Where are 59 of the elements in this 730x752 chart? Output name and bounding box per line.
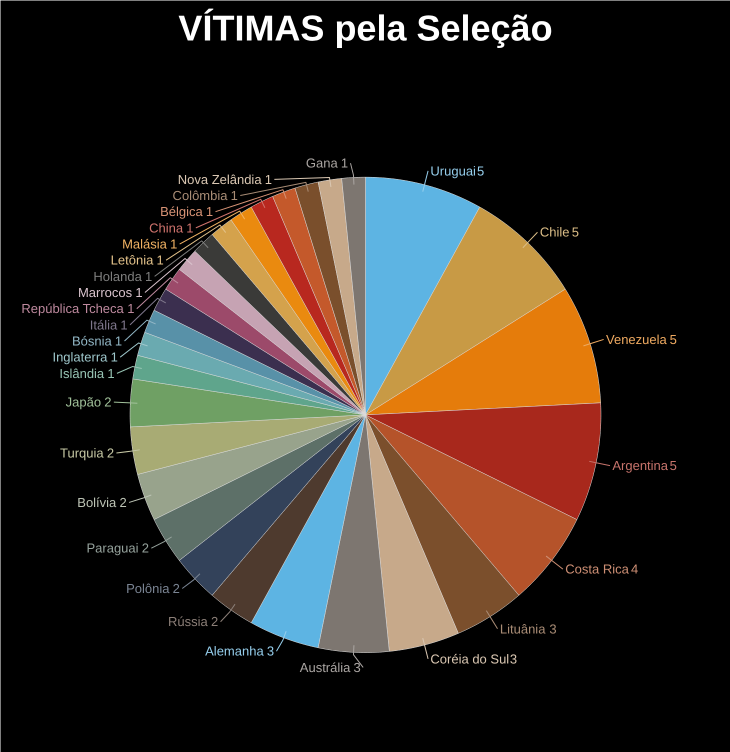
slice-label: Islândia <box>59 366 105 381</box>
slice-label: Uruguai <box>430 163 476 178</box>
slice-label: Polônia <box>126 581 170 596</box>
data-label: 1 <box>264 172 272 187</box>
slice-label: Argentina <box>612 458 669 474</box>
data-label: 2 <box>210 614 218 630</box>
slice-label: Lituânia <box>500 621 546 636</box>
data-label: 4 <box>630 562 638 577</box>
slice-label: República Tcheca <box>21 301 125 316</box>
data-label: 1 <box>120 317 128 332</box>
data-label: 1 <box>340 156 348 171</box>
data-label: 5 <box>572 224 579 240</box>
slice-label: Coréia do Sul <box>430 651 510 666</box>
slice-label: Austrália <box>300 660 352 675</box>
slice-label: Inglaterra <box>52 350 108 365</box>
slice-label: Bélgica <box>160 204 204 220</box>
data-label: 2 <box>172 581 180 596</box>
data-label: 5 <box>670 458 677 474</box>
data-label: 1 <box>206 204 214 220</box>
chart-title: VÍTIMAS pela Seleção <box>178 8 553 48</box>
data-label: 5 <box>476 163 484 178</box>
slice-label: Japão <box>66 394 102 410</box>
slice-label: Chile <box>540 224 570 240</box>
slice-label: Marrocos <box>78 285 133 300</box>
slice-label: Alemanha <box>205 644 264 659</box>
slice-label: Letônia <box>110 252 154 268</box>
data-label: 2 <box>106 446 114 461</box>
data-label: 1 <box>186 220 194 236</box>
data-label: 3 <box>266 644 274 659</box>
slice-label: Paraguai <box>86 540 139 556</box>
data-label: 3 <box>549 621 557 636</box>
slice-label: Nova Zelândia <box>178 172 262 187</box>
data-label: 1 <box>114 334 122 349</box>
slice-label: Venezuela <box>606 332 668 347</box>
slice-label: Holanda <box>93 268 143 284</box>
data-label: 2 <box>119 494 127 510</box>
slice-label: Turquia <box>60 446 104 461</box>
data-label: 5 <box>670 332 677 347</box>
data-label: 1 <box>230 188 238 204</box>
data-label: 1 <box>127 301 134 316</box>
data-label: 1 <box>170 236 178 252</box>
slice-label: China <box>149 220 184 236</box>
slice-label: Bósnia <box>72 334 112 349</box>
data-label: 1 <box>135 285 143 300</box>
data-label: 3 <box>354 660 361 675</box>
data-label: 1 <box>145 268 152 284</box>
data-label: 2 <box>142 540 149 556</box>
slice-label: Costa Rica <box>565 562 630 577</box>
slice-label: Colômbia <box>172 188 228 204</box>
slice-label: Itália <box>90 317 118 332</box>
data-label: 1 <box>110 350 118 365</box>
slice-label: Rússia <box>168 614 209 630</box>
data-label: 1 <box>156 252 164 268</box>
data-label: 1 <box>107 366 115 381</box>
data-label: 3 <box>510 651 518 666</box>
slice-label: Gana <box>306 156 338 171</box>
slice-label: Malásia <box>122 236 168 252</box>
slice-label: Bolívia <box>77 494 118 510</box>
data-label: 2 <box>104 394 112 410</box>
